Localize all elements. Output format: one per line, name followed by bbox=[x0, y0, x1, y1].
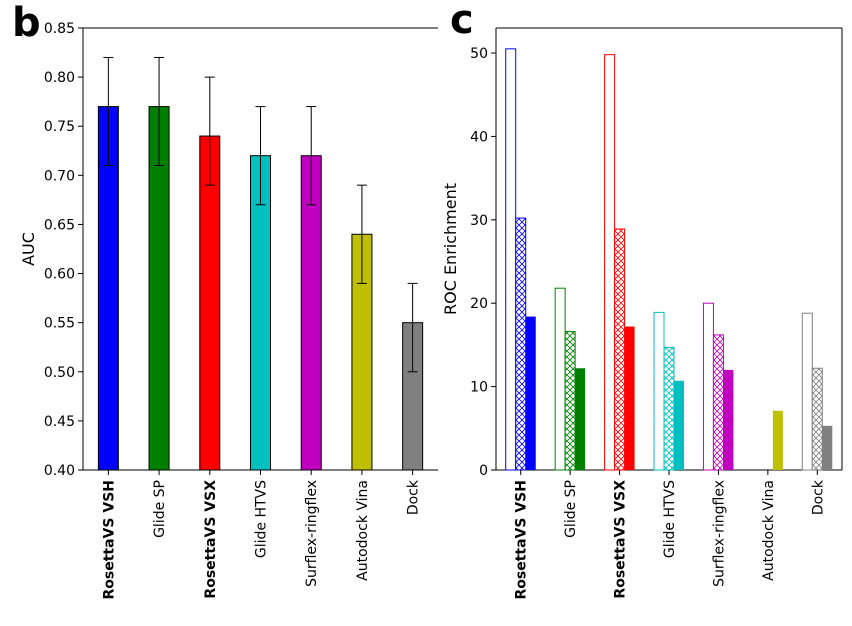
bar-solid-glide-htvs bbox=[674, 380, 684, 470]
y-axis-label: AUC bbox=[19, 232, 38, 266]
panel-letter-b: b bbox=[12, 0, 41, 46]
x-tick-label-rosettavs-vsx: RosettaVS VSX bbox=[203, 480, 219, 599]
x-tick-label-dock: Dock bbox=[406, 479, 422, 515]
x-tick-label-surflex-ringflex: Surflex-ringflex bbox=[304, 480, 320, 587]
y-tick-label: 0.70 bbox=[44, 168, 75, 184]
bar-solid-surflex-ringflex bbox=[723, 369, 734, 470]
y-tick-label: 0 bbox=[479, 463, 488, 479]
y-tick-label: 30 bbox=[470, 213, 488, 229]
bar-solid-rosettavs-vsx bbox=[624, 326, 635, 470]
x-tick-label-autodock-vina: Autodock Vina bbox=[355, 480, 371, 581]
y-tick-label: 0.45 bbox=[44, 414, 75, 430]
bar-open-glide-sp bbox=[554, 287, 566, 471]
x-tick-label-rosettavs-vsh: RosettaVS VSH bbox=[514, 480, 530, 600]
x-tick-label-glide-sp: Glide SP bbox=[152, 480, 168, 538]
bar-solid-rosettavs-vsh bbox=[525, 316, 536, 470]
y-axis-label: ROC Enrichment bbox=[441, 183, 460, 315]
y-tick-label: 0.55 bbox=[44, 316, 75, 332]
bar-solid-autodock-vina bbox=[772, 410, 783, 470]
y-tick-label: 0.85 bbox=[44, 21, 75, 37]
bar-hatched-glide-htvs bbox=[663, 346, 675, 471]
y-tick-label: 0.60 bbox=[44, 267, 75, 283]
y-tick-label: 10 bbox=[470, 380, 488, 396]
y-tick-label: 0.75 bbox=[44, 119, 75, 135]
bar-solid-dock bbox=[822, 425, 833, 470]
y-tick-label: 0.65 bbox=[44, 217, 75, 233]
y-tick-label: 50 bbox=[470, 46, 488, 62]
panel-letter-c: c bbox=[450, 0, 474, 43]
x-tick-label-glide-sp: Glide SP bbox=[563, 480, 579, 538]
bar-open-surflex-ringflex bbox=[702, 302, 714, 471]
bar-hatched-glide-sp bbox=[564, 331, 576, 471]
bar-open-dock bbox=[801, 312, 813, 471]
x-tick-label-glide-htvs: Glide HTVS bbox=[254, 480, 270, 558]
bar-open-rosettavs-vsx bbox=[604, 54, 616, 471]
roc-enrichment-bar-chart: 0 10 20 30 40 50 ROC Enrichment RosettaVS VSH Gl… bbox=[441, 27, 843, 600]
bar-solid-glide-sp bbox=[575, 368, 586, 470]
y-tick-label: 40 bbox=[470, 129, 488, 145]
bar-open-rosettavs-vsh bbox=[505, 48, 517, 471]
y-tick-label: 20 bbox=[470, 296, 488, 312]
x-tick-label-glide-htvs: Glide HTVS bbox=[662, 480, 678, 558]
x-tick-label-dock: Dock bbox=[810, 479, 826, 515]
bar-hatched-rosettavs-vsh bbox=[515, 217, 527, 471]
x-tick-label-autodock-vina: Autodock Vina bbox=[761, 480, 777, 581]
bar-hatched-surflex-ringflex bbox=[712, 334, 724, 471]
y-tick-label: 0.80 bbox=[44, 70, 75, 86]
x-tick-label-surflex-ringflex: Surflex-ringflex bbox=[711, 480, 727, 587]
y-tick-label: 0.50 bbox=[44, 365, 75, 381]
bar-hatched-rosettavs-vsx bbox=[614, 228, 626, 471]
x-tick-label-rosettavs-vsx: RosettaVS VSX bbox=[613, 480, 629, 599]
bar-rosettavs-vsx bbox=[199, 135, 221, 471]
bar-hatched-dock bbox=[811, 367, 823, 471]
x-tick-label-rosettavs-vsh: RosettaVS VSH bbox=[101, 480, 117, 600]
y-tick-label: 0.40 bbox=[44, 463, 75, 479]
bar-open-glide-htvs bbox=[653, 311, 665, 471]
auc-bar-chart: 0.40 0.45 0.50 0.55 0.60 0.65 0.70 0.75 0.80 0.85… bbox=[19, 21, 438, 600]
